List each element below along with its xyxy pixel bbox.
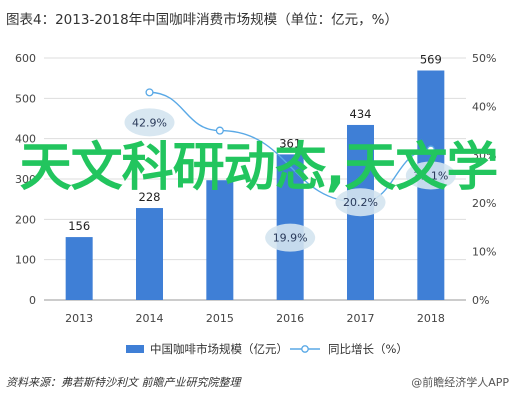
growth-value-label: 19.9% [273, 232, 308, 245]
x-tick-label: 2014 [136, 312, 164, 325]
legend-line-label: 同比增长（%） [328, 342, 408, 356]
x-tick-label: 2015 [206, 312, 234, 325]
left-tick-label: 100 [15, 254, 36, 267]
left-axis-ticks: 0 100 200 300 400 500 600 [15, 52, 36, 307]
line-marker-icon-dot [301, 345, 309, 353]
growth-bubble [405, 161, 456, 190]
left-tick-label: 400 [15, 133, 36, 146]
growth-point [426, 145, 435, 154]
brand-credit: @前瞻经济学人APP [411, 376, 509, 389]
bar-value-label: 228 [139, 190, 161, 204]
right-tick-label: 20% [472, 197, 496, 210]
right-tick-label: 50% [472, 52, 496, 65]
bar [206, 180, 234, 300]
right-tick-label: 10% [472, 246, 496, 259]
bar-series [65, 70, 445, 301]
growth-value-label: 42.9% [132, 116, 167, 129]
growth-value-label: 20.2% [343, 196, 378, 209]
x-tick-label: 2018 [417, 312, 445, 325]
bar [136, 208, 163, 300]
bar-labels: 156 228 361 434 569 [68, 53, 442, 234]
chart-title: 图表4：2013-2018年中国咖啡消费市场规模（单位：亿元，%） [6, 12, 399, 28]
growth-bubble [124, 108, 175, 137]
overlay-watermark-text: 天文科研动态,天文学 [19, 138, 499, 198]
left-tick-label: 0 [29, 294, 36, 307]
growth-point [215, 126, 224, 135]
left-tick-label: 300 [15, 173, 36, 186]
growth-bubble [265, 223, 316, 252]
source-note: 资料来源：弗若斯特沙利文 前瞻产业研究院整理 [6, 376, 241, 389]
bar-value-label: 569 [420, 53, 442, 67]
line-series: 42.9% 19.9% 20.2% 31.1% [124, 88, 456, 252]
x-axis-ticks: 2013 2014 2015 2016 2017 2018 [65, 312, 445, 325]
left-tick-label: 200 [15, 213, 36, 226]
legend: 中国咖啡市场规模（亿元） 同比增长（%） [126, 342, 408, 356]
growth-line [149, 91, 431, 203]
bar-value-label: 434 [350, 107, 372, 121]
left-tick-label: 600 [15, 52, 36, 65]
x-tick-label: 2013 [65, 312, 93, 325]
right-axis-ticks: 0% 10% 20% 30% 40% 50% [472, 52, 496, 307]
growth-value-label: 31.1% [413, 169, 448, 182]
right-tick-label: 0% [472, 294, 489, 307]
right-tick-label: 30% [472, 149, 496, 162]
legend-bar-label: 中国咖啡市场规模（亿元） [150, 342, 288, 356]
bar [65, 237, 93, 300]
bar-swatch-icon [126, 345, 144, 353]
right-tick-label: 40% [472, 100, 496, 113]
left-tick-label: 500 [15, 92, 36, 105]
bar-value-label: 156 [68, 219, 90, 233]
x-tick-label: 2016 [276, 312, 304, 325]
growth-bubble [335, 188, 386, 217]
bar-value-label: 361 [279, 136, 301, 150]
growth-point [145, 88, 154, 97]
x-tick-label: 2017 [347, 312, 375, 325]
